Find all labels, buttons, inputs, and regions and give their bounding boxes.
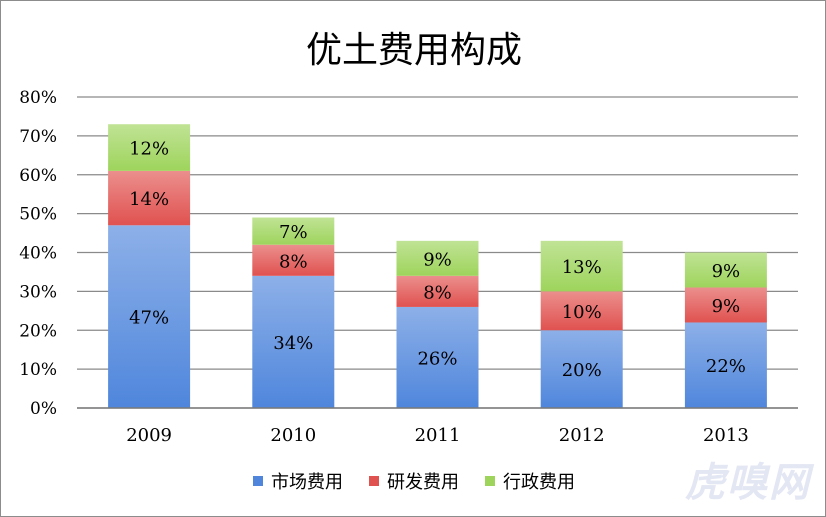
legend-item-rnd: 研发费用 [369,468,459,494]
legend-label-market: 市场费用 [271,472,343,493]
watermark-logo: 虎嗅网 [685,459,811,506]
y-tick-label: 10% [19,360,57,380]
y-tick-label: 0% [30,399,57,419]
data-label: 26% [417,348,457,369]
bar-segment-market [396,306,479,408]
data-label: 34% [273,333,313,354]
bar-segment-rnd [396,275,479,307]
data-label: 9% [712,296,741,317]
data-label: 7% [279,222,308,243]
data-label: 8% [423,282,452,303]
data-label: 8% [279,251,308,272]
x-tick-label: 2009 [126,425,172,446]
y-tick-label: 50% [19,205,57,225]
data-label: 9% [712,261,741,282]
bar-segment-admin [684,252,767,288]
y-tick-label: 80% [19,88,57,108]
bar-segment-market [252,275,335,408]
data-label: 9% [423,249,452,270]
bar-segment-admin [252,217,335,245]
data-label: 13% [562,257,602,278]
data-label: 12% [129,139,169,160]
x-tick-label: 2011 [415,425,461,446]
data-label: 14% [129,189,169,210]
legend-swatch-market [253,476,263,486]
data-label: 20% [562,360,602,381]
x-tick-label: 2012 [559,425,605,446]
bar-segment-admin [108,124,191,171]
bar-segment-rnd [540,291,623,331]
data-label: 10% [562,302,602,323]
x-tick-label: 2010 [270,425,316,446]
bar-segment-admin [396,240,479,276]
y-tick-label: 60% [19,166,57,186]
data-label: 22% [706,356,746,377]
legend-label-admin: 行政费用 [503,472,575,493]
legend-label-rnd: 研发费用 [387,472,459,493]
x-tick-label: 2013 [703,425,749,446]
legend-swatch-rnd [369,476,379,486]
chart-legend: 市场费用 研发费用 行政费用 [1,468,825,494]
y-tick-label: 70% [19,127,57,147]
legend-item-admin: 行政费用 [485,468,575,494]
y-tick-label: 20% [19,321,57,341]
data-label: 47% [129,308,169,329]
bar-segment-rnd [108,170,191,226]
y-tick-label: 30% [19,282,57,302]
bar-segment-market [684,322,767,408]
bar-segment-market [108,225,191,408]
bar-segment-rnd [252,244,335,276]
y-tick-label: 40% [19,244,57,264]
legend-item-market: 市场费用 [253,468,343,494]
bar-segment-admin [540,240,623,292]
bar-segment-rnd [684,287,767,323]
bar-segment-market [540,330,623,408]
legend-swatch-admin [485,476,495,486]
chart-title: 优土费用构成 [305,30,522,71]
